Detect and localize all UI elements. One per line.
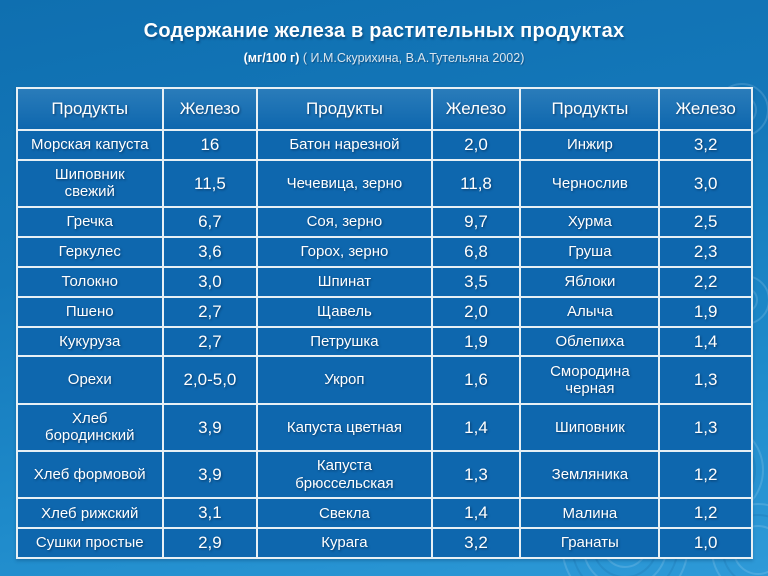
iron-value-cell: 1,3 <box>430 449 522 500</box>
iron-value-cell: 11,5 <box>161 158 259 209</box>
product-cell: Шиповник свежий <box>16 158 164 209</box>
iron-value-cell: 11,8 <box>430 158 522 209</box>
iron-value-cell: 1,9 <box>430 325 522 358</box>
iron-value-cell: 2,7 <box>161 295 259 328</box>
subtitle-unit: (мг/100 г) <box>243 51 300 65</box>
iron-value-cell: 2,2 <box>658 265 753 298</box>
product-cell: Чечевица, зерно <box>256 158 433 209</box>
product-cell: Кукуруза <box>16 325 164 358</box>
iron-value-cell: 1,4 <box>430 497 522 530</box>
product-cell: Капуста цветная <box>256 402 433 452</box>
iron-value-cell: 2,0-5,0 <box>161 355 259 405</box>
subtitle-source: ( И.М.Скурихина, В.А.Тутельяна 2002) <box>299 51 525 65</box>
iron-value-cell: 1,6 <box>430 355 522 405</box>
product-cell: Хлеб формовой <box>16 449 164 500</box>
iron-value-cell: 2,9 <box>161 527 259 559</box>
product-cell: Сушки простые <box>16 527 164 559</box>
iron-value-cell: 1,2 <box>658 449 753 500</box>
product-cell: Свекла <box>256 497 433 530</box>
iron-value-cell: 6,7 <box>161 206 259 238</box>
product-cell: Гранаты <box>519 527 661 559</box>
table-row: Шиповник свежий 11,5 Чечевица, зерно 11,8 Че… <box>16 158 753 209</box>
iron-value-cell: 2,0 <box>430 129 522 161</box>
product-cell: Шпинат <box>256 265 433 298</box>
table-row: Пшено 2,7 Щавель 2,0 Алыча 1,9 <box>16 295 753 328</box>
product-cell: Пшено <box>16 295 164 328</box>
table-row: Сушки простые 2,9 Курага 3,2 Гранаты 1,0 <box>16 527 753 559</box>
product-cell: Хурма <box>519 206 661 238</box>
iron-value-cell: 1,0 <box>658 527 753 559</box>
iron-value-cell: 1,3 <box>658 402 753 452</box>
table-row: Геркулес 3,6 Горох, зерно 6,8 Груша 2,3 <box>16 235 753 268</box>
iron-value-cell: 3,9 <box>161 402 259 452</box>
iron-value-cell: 3,0 <box>161 265 259 298</box>
iron-value-cell: 3,6 <box>161 235 259 268</box>
product-cell: Яблоки <box>519 265 661 298</box>
product-cell: Гречка <box>16 206 164 238</box>
iron-value-cell: 1,4 <box>658 325 753 358</box>
column-header-products: Продукты <box>256 87 433 131</box>
slide-title: Содержание железа в растительных продукт… <box>143 20 625 42</box>
iron-value-cell: 3,9 <box>161 449 259 500</box>
product-cell: Груша <box>519 235 661 268</box>
iron-value-cell: 2,5 <box>658 206 753 238</box>
iron-value-cell: 9,7 <box>430 206 522 238</box>
column-header-iron: Железо <box>430 87 522 131</box>
iron-value-cell: 1,9 <box>658 295 753 328</box>
table-row: Морская капуста 16 Батон нарезной 2,0 Инжир 3… <box>16 129 753 161</box>
product-cell: Малина <box>519 497 661 530</box>
product-cell: Горох, зерно <box>256 235 433 268</box>
iron-value-cell: 3,2 <box>658 129 753 161</box>
product-cell: Щавель <box>256 295 433 328</box>
table-row: Хлеб бородинский 3,9 Капуста цветная 1,4 Шип… <box>16 402 753 452</box>
iron-value-cell: 3,0 <box>658 158 753 209</box>
iron-value-cell: 3,5 <box>430 265 522 298</box>
iron-content-table: Продукты Железо Продукты Железо Продукты Желе… <box>16 87 753 559</box>
product-cell: Курага <box>256 527 433 559</box>
iron-value-cell: 1,2 <box>658 497 753 530</box>
product-cell: Геркулес <box>16 235 164 268</box>
product-cell: Хлеб рижский <box>16 497 164 530</box>
product-cell: Хлеб бородинский <box>16 402 164 452</box>
column-header-products: Продукты <box>519 87 661 131</box>
iron-value-cell: 3,2 <box>430 527 522 559</box>
product-cell: Батон нарезной <box>256 129 433 161</box>
table-row: Толокно 3,0 Шпинат 3,5 Яблоки 2,2 <box>16 265 753 298</box>
product-cell: Облепиха <box>519 325 661 358</box>
slide-subtitle: (мг/100 г) ( И.М.Скурихина, В.А.Тутельян… <box>0 51 768 65</box>
product-cell: Морская капуста <box>16 129 164 161</box>
product-cell: Петрушка <box>256 325 433 358</box>
table-header: Продукты Железо Продукты Железо Продукты Желе… <box>16 87 753 131</box>
product-cell: Толокно <box>16 265 164 298</box>
iron-value-cell: 1,4 <box>430 402 522 452</box>
product-cell: Укроп <box>256 355 433 405</box>
product-cell: Алыча <box>519 295 661 328</box>
table-row: Хлеб формовой 3,9 Капуста брюссельская 1,3 З… <box>16 449 753 500</box>
product-cell: Смородина черная <box>519 355 661 405</box>
table-row: Кукуруза 2,7 Петрушка 1,9 Облепиха 1,4 <box>16 325 753 358</box>
table-row: Гречка 6,7 Соя, зерно 9,7 Хурма 2,5 <box>16 206 753 238</box>
iron-value-cell: 2,0 <box>430 295 522 328</box>
table-header-row: Продукты Железо Продукты Железо Продукты Желе… <box>16 87 753 131</box>
iron-value-cell: 3,1 <box>161 497 259 530</box>
iron-value-cell: 16 <box>161 129 259 161</box>
column-header-iron: Железо <box>161 87 259 131</box>
table-body: Морская капуста 16 Батон нарезной 2,0 Инжир 3… <box>16 129 753 559</box>
product-cell: Инжир <box>519 129 661 161</box>
product-cell: Орехи <box>16 355 164 405</box>
product-cell: Земляника <box>519 449 661 500</box>
iron-value-cell: 6,8 <box>430 235 522 268</box>
product-cell: Чернослив <box>519 158 661 209</box>
iron-value-cell: 2,7 <box>161 325 259 358</box>
product-cell: Капуста брюссельская <box>256 449 433 500</box>
iron-value-cell: 2,3 <box>658 235 753 268</box>
table-row: Хлеб рижский 3,1 Свекла 1,4 Малина 1,2 <box>16 497 753 530</box>
product-cell: Соя, зерно <box>256 206 433 238</box>
product-cell: Шиповник <box>519 402 661 452</box>
column-header-products: Продукты <box>16 87 164 131</box>
table-row: Орехи 2,0-5,0 Укроп 1,6 Смородина черная 1,3 <box>16 355 753 405</box>
column-header-iron: Железо <box>658 87 753 131</box>
iron-value-cell: 1,3 <box>658 355 753 405</box>
